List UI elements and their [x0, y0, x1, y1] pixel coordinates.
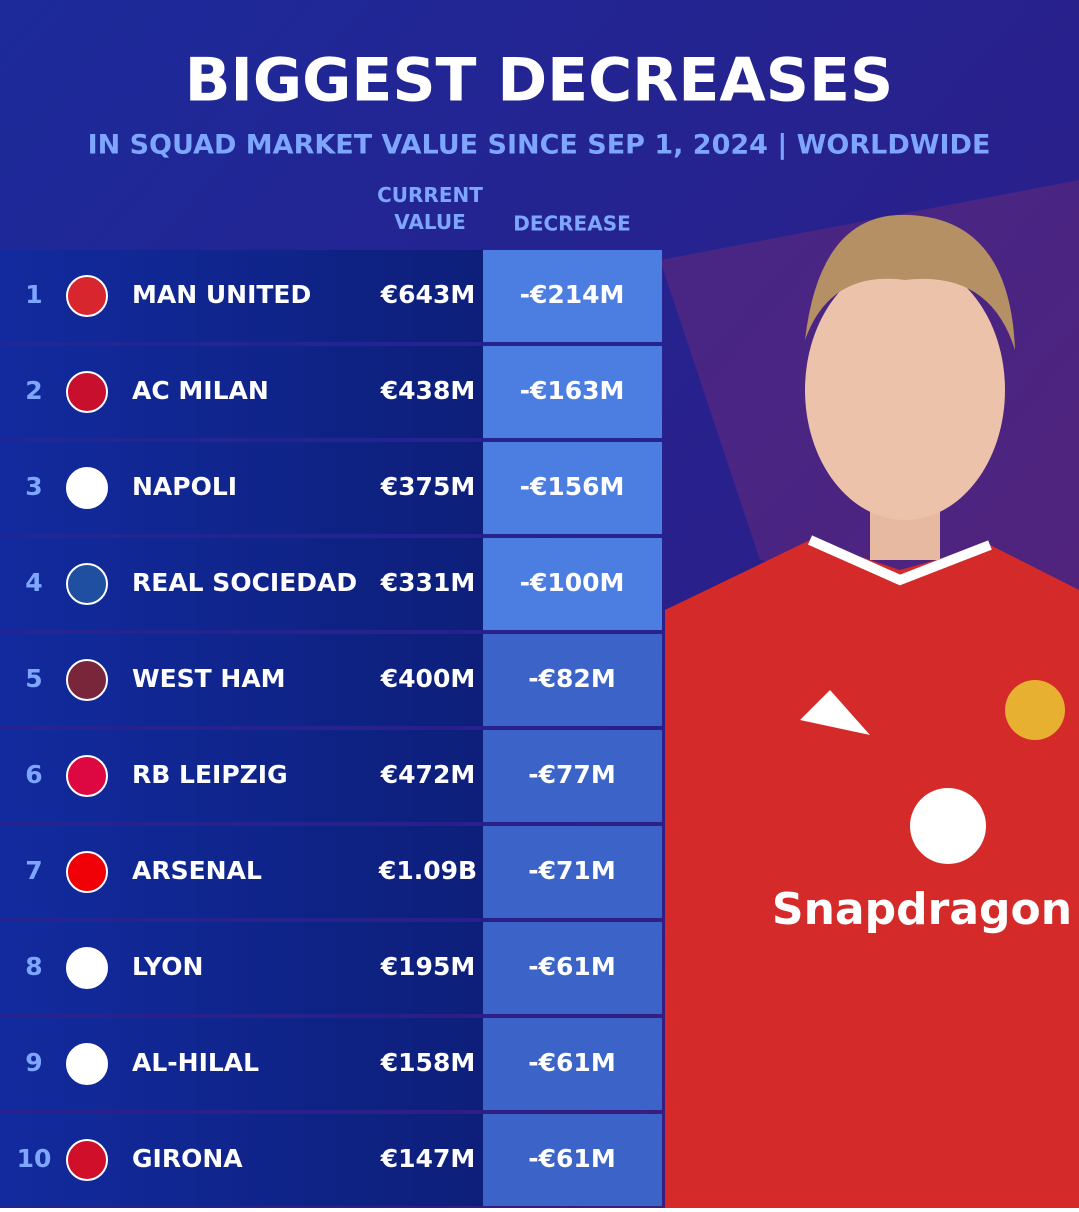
club-logo — [66, 947, 108, 989]
decrease-value: -€71M — [528, 856, 615, 885]
decrease-cell — [483, 250, 662, 342]
club-name: AL-HILAL — [132, 1048, 259, 1077]
club-logo — [66, 851, 108, 893]
rank: 8 — [25, 952, 42, 981]
current-header-box: CURRENT VALUE — [377, 183, 483, 234]
current-value: €195M — [380, 952, 475, 981]
decrease-cell — [483, 1018, 662, 1110]
column-header: DECREASE — [513, 212, 631, 236]
rank: 4 — [25, 568, 42, 597]
rank: 6 — [25, 760, 42, 789]
current-value: €158M — [380, 1048, 475, 1077]
club-logo — [66, 1043, 108, 1085]
decrease-cell — [483, 922, 662, 1014]
column-header: CURRENT VALUE — [377, 183, 483, 234]
current-value: €643M — [380, 280, 475, 309]
club-logo — [66, 467, 108, 509]
decrease-value: -€61M — [528, 1144, 615, 1173]
club-name: AC MILAN — [132, 376, 269, 405]
player: Snapdragon — [665, 214, 1079, 1208]
table: 1 MAN UNITED €643M -€214M 2 AC MILAN €438M -€16… — [0, 250, 662, 1206]
decrease-value: -€61M — [528, 952, 615, 981]
rank: 7 — [25, 856, 42, 885]
decrease-cell — [483, 1114, 662, 1206]
decrease-cell — [483, 442, 662, 534]
current-value: €1.09B — [378, 856, 477, 885]
club-logo — [66, 275, 108, 317]
club-name: NAPOLI — [132, 472, 237, 501]
decrease-cell — [483, 730, 662, 822]
current-value: €375M — [380, 472, 475, 501]
decrease-value: -€163M — [520, 376, 625, 405]
subtitle: IN SQUAD MARKET VALUE SINCE SEP 1, 2024 … — [88, 130, 991, 161]
decrease-value: -€156M — [520, 472, 625, 501]
current-value: €438M — [380, 376, 475, 405]
current-value: €400M — [380, 664, 475, 693]
decrease-value: -€214M — [520, 280, 625, 309]
rank: 10 — [17, 1144, 52, 1173]
club-logo — [66, 755, 108, 797]
decrease-cell — [483, 346, 662, 438]
rank: 1 — [25, 280, 42, 309]
club-name: LYON — [132, 952, 203, 981]
decrease-value: -€100M — [520, 568, 625, 597]
rank: 9 — [25, 1048, 42, 1077]
club-name: MAN UNITED — [132, 280, 311, 309]
rank: 3 — [25, 472, 42, 501]
decrease-cell — [483, 826, 662, 918]
current-value: €331M — [380, 568, 475, 597]
title: BIGGEST DECREASES — [185, 46, 893, 116]
current-value: €147M — [380, 1144, 475, 1173]
club-logo — [66, 371, 108, 413]
decrease-value: -€61M — [528, 1048, 615, 1077]
shirt-sponsor: Snapdragon — [772, 884, 1072, 935]
rank: 5 — [25, 664, 42, 693]
decrease-value: -€82M — [528, 664, 615, 693]
decrease-cell — [483, 634, 662, 726]
club-name: RB LEIPZIG — [132, 760, 288, 789]
club-logo — [66, 1139, 108, 1181]
current-value: €472M — [380, 760, 475, 789]
decrease-value: -€77M — [528, 760, 615, 789]
club-name: REAL SOCIEDAD — [132, 568, 357, 597]
club-logo — [66, 563, 108, 605]
club-name: GIRONA — [132, 1144, 243, 1173]
decrease-cell — [483, 538, 662, 630]
club-name: ARSENAL — [132, 856, 262, 885]
club-logo — [66, 659, 108, 701]
club-name: WEST HAM — [132, 664, 286, 693]
rank: 2 — [25, 376, 42, 405]
